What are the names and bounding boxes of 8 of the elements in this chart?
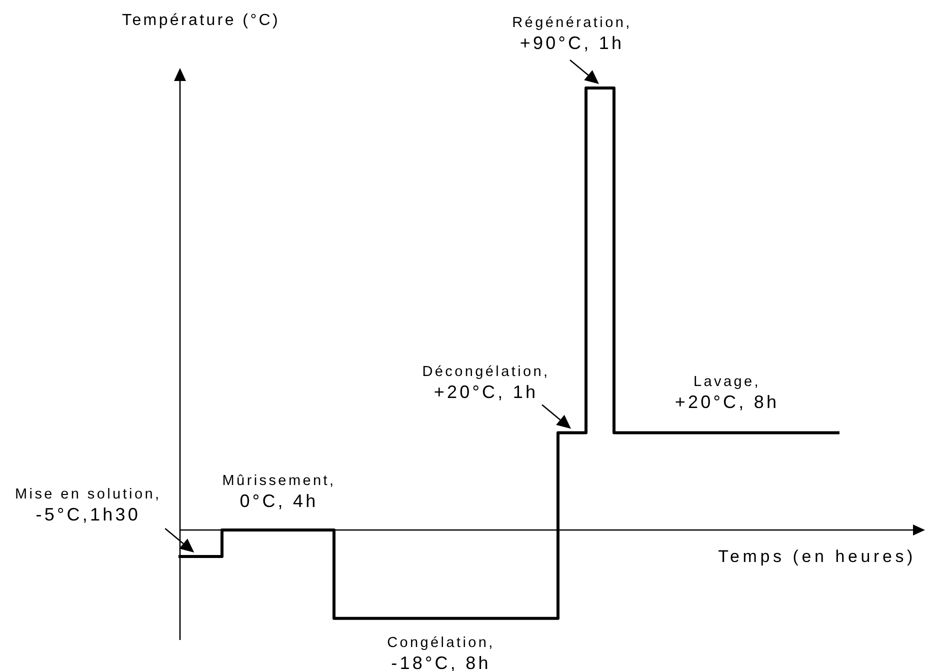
annotation: Décongélation, +20°C, 1h xyxy=(422,364,550,402)
annotation: Lavage, +20°C, 8h xyxy=(674,374,780,412)
y-axis-title: Température (°C) xyxy=(122,12,280,29)
x-axis-title: Temps (en heures) xyxy=(718,547,916,566)
annotation: Mûrissement, 0°C, 4h xyxy=(222,473,336,511)
text: Mise en solution, -5°C,1h30 xyxy=(15,486,162,525)
text: Congélation, -18°C, 8h xyxy=(387,634,495,671)
text: Régénération, +90°C, 1h xyxy=(512,15,632,53)
